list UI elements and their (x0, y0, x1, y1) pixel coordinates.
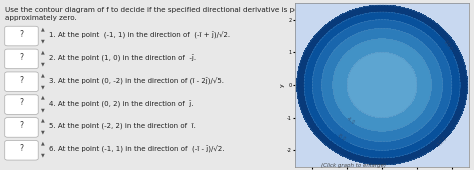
Text: ▼: ▼ (40, 61, 44, 66)
Text: (Click graph to enlarge): (Click graph to enlarge) (320, 163, 386, 168)
Text: ?: ? (19, 98, 24, 107)
Text: ▲: ▲ (40, 26, 44, 31)
Text: ▲: ▲ (40, 72, 44, 77)
Text: 3. At the point (0, -2) in the direction of (ī - 2ĵ)/√5.: 3. At the point (0, -2) in the direction… (49, 76, 224, 84)
Text: ?: ? (19, 121, 24, 130)
Text: ▼: ▼ (40, 153, 44, 158)
FancyBboxPatch shape (5, 95, 38, 114)
Text: ▲: ▲ (40, 95, 44, 100)
Text: -8.0: -8.0 (336, 133, 346, 143)
Text: Use the contour diagram of f to decide if the specified directional derivative i: Use the contour diagram of f to decide i… (5, 7, 366, 21)
FancyBboxPatch shape (5, 26, 38, 46)
Text: ▼: ▼ (40, 84, 44, 89)
Text: ▲: ▲ (40, 49, 44, 54)
Text: -12.0: -12.0 (436, 135, 449, 148)
Text: -10.0: -10.0 (442, 38, 453, 52)
Text: ▼: ▼ (40, 107, 44, 112)
FancyBboxPatch shape (5, 140, 38, 160)
Text: ?: ? (19, 53, 24, 62)
Text: 6. At the point (-1, 1) in the direction of  (-ī - ĵ)/√2.: 6. At the point (-1, 1) in the direction… (49, 145, 225, 152)
Text: ▲: ▲ (40, 118, 44, 123)
Text: 4. At the point (0, 2) in the direction of  ĵ.: 4. At the point (0, 2) in the direction … (49, 99, 194, 107)
Text: ?: ? (19, 30, 24, 39)
Text: ?: ? (19, 76, 24, 85)
Text: ▼: ▼ (40, 38, 44, 44)
Text: 1. At the point  (-1, 1) in the direction of  (-ī + ĵ)/√2.: 1. At the point (-1, 1) in the direction… (49, 31, 230, 38)
Y-axis label: y: y (280, 83, 285, 87)
Text: -4.0: -4.0 (346, 116, 356, 126)
Text: 2. At the point (1, 0) in the direction of  -ĵ.: 2. At the point (1, 0) in the direction … (49, 54, 197, 61)
Text: ▼: ▼ (40, 130, 44, 135)
FancyBboxPatch shape (5, 72, 38, 91)
Text: ▲: ▲ (40, 140, 44, 146)
FancyBboxPatch shape (5, 49, 38, 69)
Text: ?: ? (19, 144, 24, 153)
FancyBboxPatch shape (5, 118, 38, 137)
Text: 5. At the point (-2, 2) in the direction of  ī.: 5. At the point (-2, 2) in the direction… (49, 123, 196, 129)
